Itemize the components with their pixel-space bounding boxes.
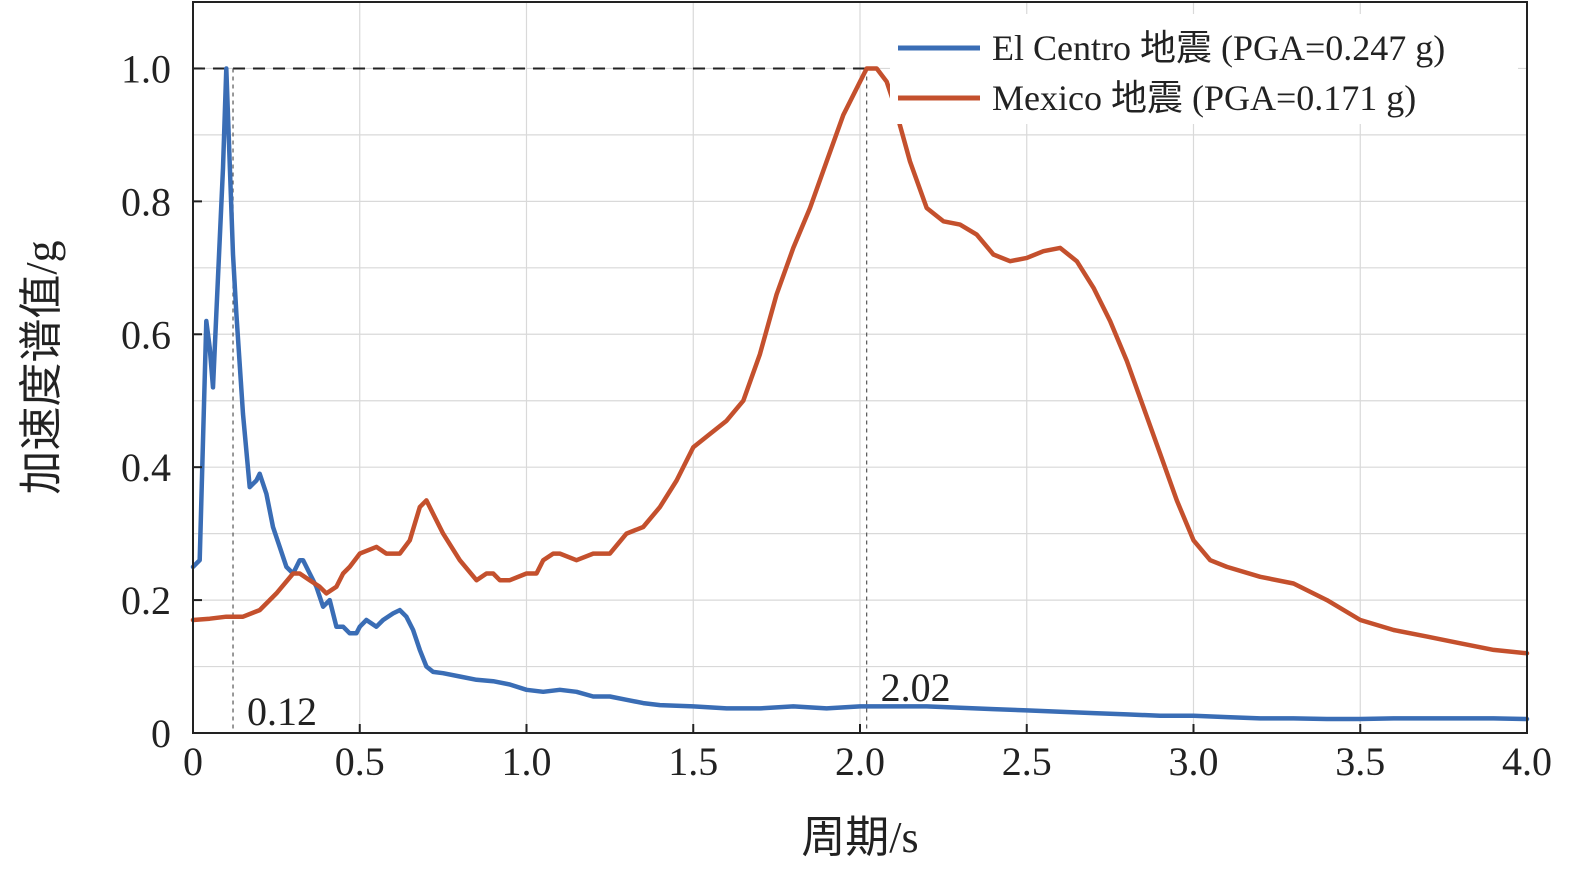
y-tick-label: 0 (151, 711, 171, 756)
y-tick-label: 0.8 (121, 179, 171, 224)
x-tick-label: 3.5 (1335, 739, 1385, 784)
x-tick-label: 0.5 (335, 739, 385, 784)
y-tick-label: 1.0 (121, 46, 171, 91)
y-tick-label: 0.6 (121, 312, 171, 357)
x-axis-title: 周期/s (801, 813, 918, 862)
series-line-el-centro (190, 66, 1530, 722)
x-tick-label: 3.0 (1169, 739, 1219, 784)
x-tick-label: 0 (183, 739, 203, 784)
legend: El Centro 地震 (PGA=0.247 g) Mexico 地震 (PG… (890, 14, 1518, 124)
x-tick-label: 1.5 (668, 739, 718, 784)
peak-period-label: 0.12 (247, 689, 317, 734)
y-tick-label: 0.4 (121, 445, 171, 490)
peak-annotations: 0.12 2.02 (247, 665, 951, 734)
legend-background (890, 14, 1518, 124)
y-axis-ticks: 0 0.2 0.4 0.6 0.8 1.0 (121, 46, 202, 756)
x-tick-label: 2.5 (1002, 739, 1052, 784)
series-lines (190, 66, 1530, 722)
legend-label-el-centro: El Centro 地震 (PGA=0.247 g) (992, 28, 1445, 68)
x-axis-ticks: 0 0.5 1.0 1.5 2.0 2.5 3.0 3.5 4.0 (183, 724, 1552, 784)
reference-lines (193, 67, 868, 733)
legend-label-mexico: Mexico 地震 (PGA=0.171 g) (992, 78, 1416, 118)
x-tick-label: 4.0 (1502, 739, 1552, 784)
series-line-mexico (190, 66, 1530, 656)
x-tick-label: 2.0 (835, 739, 885, 784)
y-tick-label: 0.2 (121, 578, 171, 623)
y-axis-title: 加速度谱值/g (17, 240, 66, 494)
peak-period-label: 2.02 (881, 665, 951, 710)
x-tick-label: 1.0 (502, 739, 552, 784)
